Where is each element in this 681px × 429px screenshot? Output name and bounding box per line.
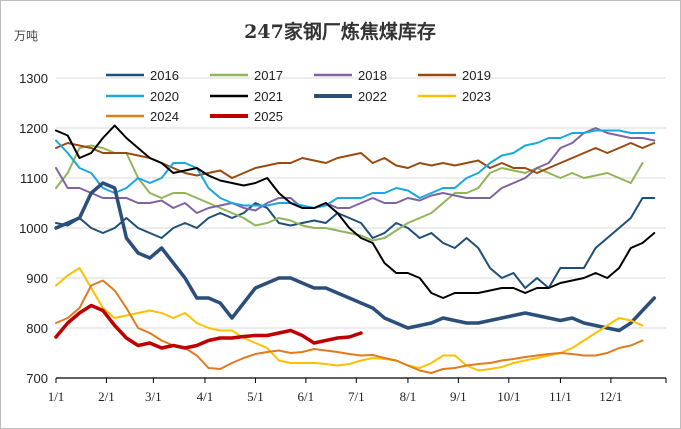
x-tick-label: 12/1 bbox=[599, 389, 622, 404]
x-tick-label: 1/1 bbox=[48, 389, 65, 404]
x-tick-label: 6/1 bbox=[298, 389, 315, 404]
series-line-2024 bbox=[55, 279, 644, 374]
legend-label: 2021 bbox=[254, 89, 283, 104]
legend-label: 2022 bbox=[358, 89, 387, 104]
series-line-2018 bbox=[55, 127, 656, 214]
y-tick-label: 1200 bbox=[19, 121, 48, 136]
legend-label: 2019 bbox=[462, 68, 491, 83]
x-tick-label: 5/1 bbox=[247, 389, 264, 404]
series-line-2016 bbox=[55, 197, 656, 289]
series-line-2021 bbox=[55, 124, 656, 299]
x-tick-label: 3/1 bbox=[145, 389, 162, 404]
y-tick-label: 1300 bbox=[19, 71, 48, 86]
y-tick-label: 700 bbox=[26, 371, 48, 386]
series-line-2022 bbox=[54, 181, 657, 333]
x-tick-label: 9/1 bbox=[450, 389, 467, 404]
x-tick-label: 11/1 bbox=[549, 389, 572, 404]
y-tick-label: 1100 bbox=[20, 171, 48, 186]
series-line-2020 bbox=[55, 129, 656, 209]
series-line-2025 bbox=[54, 303, 363, 350]
x-tick-label: 10/1 bbox=[497, 389, 520, 404]
series-line-2019 bbox=[55, 142, 656, 179]
grid-lines bbox=[56, 77, 666, 329]
legend-label: 2020 bbox=[150, 89, 179, 104]
x-tick-label: 7/1 bbox=[348, 389, 365, 404]
legend-label: 2023 bbox=[462, 89, 491, 104]
legend-label: 2024 bbox=[150, 109, 179, 124]
chart-title: 247家钢厂炼焦煤库存 bbox=[244, 20, 436, 43]
y-tick-label: 800 bbox=[26, 321, 48, 336]
legend-label: 2025 bbox=[254, 109, 283, 124]
series-line-2023 bbox=[55, 267, 644, 372]
legend: 2016 2017 2018 2019 2020 2021 2022 2023 2024 2025 bbox=[106, 68, 491, 124]
series-line-2017 bbox=[55, 144, 644, 242]
x-tick-label: 2/1 bbox=[98, 389, 115, 404]
x-axis-ticks: 1/1 2/1 3/1 4/1 5/1 6/1 7/1 8/1 9/1 10/1 11/1 12/1 bbox=[48, 378, 667, 404]
legend-label: 2016 bbox=[150, 68, 179, 83]
y-axis-unit-label: 万吨 bbox=[14, 29, 38, 43]
legend-label: 2017 bbox=[254, 68, 283, 83]
y-tick-label: 900 bbox=[26, 271, 48, 286]
y-tick-label: 1000 bbox=[19, 221, 48, 236]
series-lines bbox=[54, 124, 657, 374]
legend-label: 2018 bbox=[358, 68, 387, 83]
x-tick-label: 4/1 bbox=[197, 389, 214, 404]
x-tick-label: 8/1 bbox=[400, 389, 417, 404]
y-axis-ticks: 700 800 900 1000 1100 1200 1300 bbox=[19, 71, 48, 386]
